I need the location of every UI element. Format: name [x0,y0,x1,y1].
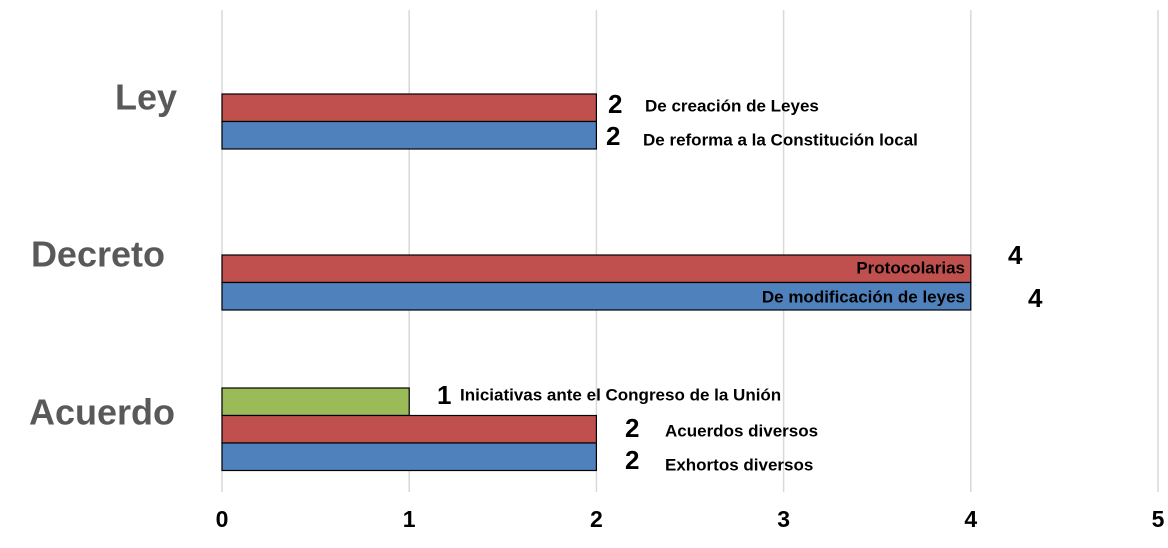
value-label: 2 [606,121,620,151]
bar [221,120,597,150]
category-label: Acuerdo [29,392,175,433]
bar-label: De modificación de leyes [762,287,965,306]
x-tick-label: 2 [590,506,603,532]
bar [221,414,597,444]
value-label: 2 [608,89,622,119]
bar-label: De creación de Leyes [645,96,819,115]
category-label: Decreto [31,234,165,275]
value-label: 4 [1008,240,1023,270]
x-tick-label: 0 [216,506,229,532]
x-tick-label: 4 [964,506,977,532]
bar [221,281,972,311]
value-label: 4 [1028,283,1043,313]
bar [221,93,597,123]
bar [221,387,410,417]
bar-label: Acuerdos diversos [665,421,818,440]
bar [221,442,597,472]
bar-label: Protocolarias [856,258,965,277]
bar-label: Exhortos diversos [665,455,813,474]
x-tick-label: 5 [1152,506,1165,532]
value-label: 2 [625,445,639,475]
value-label: 2 [625,413,639,443]
bar-label: Iniciativas ante el Congreso de la Unión [460,385,781,404]
x-tick-label: 1 [403,506,416,532]
value-label: 1 [437,380,451,410]
category-label: Ley [115,77,177,118]
bar-label: De reforma a la Constitución local [643,130,918,149]
x-tick-label: 3 [777,506,790,532]
